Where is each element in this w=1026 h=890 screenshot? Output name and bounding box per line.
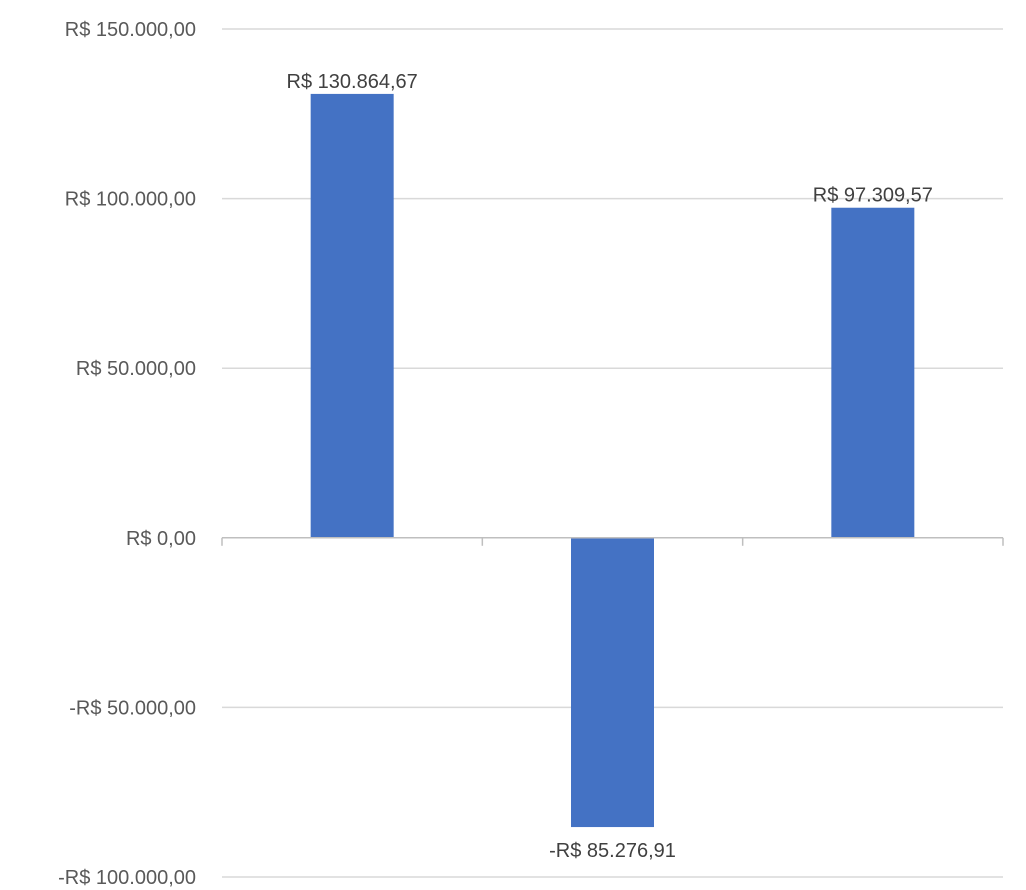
- bar: [831, 207, 915, 538]
- bar: [571, 537, 654, 828]
- y-tick-label: R$ 50.000,00: [76, 358, 196, 380]
- y-tick-label: -R$ 50.000,00: [69, 697, 196, 719]
- y-tick-label: R$ 0,00: [126, 528, 196, 550]
- zero-axis: [221, 537, 1004, 546]
- data-label: R$ 97.309,57: [813, 185, 933, 207]
- data-labels: R$ 130.864,67 -R$ 85.276,91 R$ 97.309,57: [287, 71, 933, 862]
- data-label: -R$ 85.276,91: [549, 840, 676, 862]
- y-tick-label: R$ 100.000,00: [65, 189, 196, 211]
- y-tick-label: -R$ 100.000,00: [58, 867, 196, 889]
- data-label: R$ 130.864,67: [287, 71, 418, 93]
- y-axis-tick-labels: R$ 150.000,00 R$ 100.000,00 R$ 50.000,00 R$…: [58, 19, 196, 889]
- bar: [310, 93, 394, 538]
- y-tick-label: R$ 150.000,00: [65, 19, 196, 41]
- bars: [310, 93, 915, 828]
